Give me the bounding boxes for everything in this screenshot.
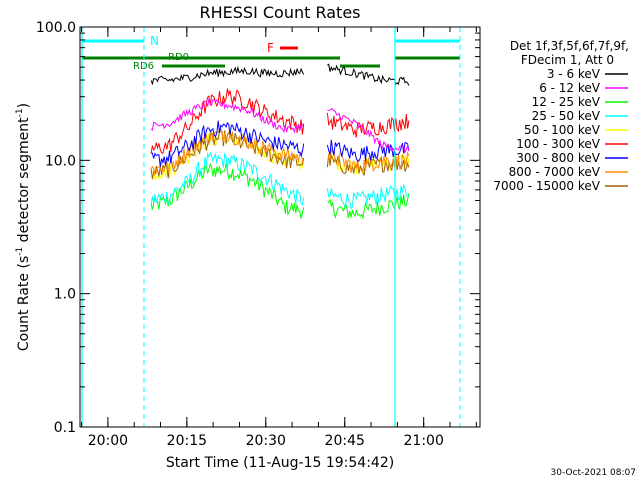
- series-line-6-12kev: [150, 98, 305, 135]
- y-label-mid: detector segment: [16, 117, 32, 247]
- y-axis-label: Count Rate (s-1 detector segment-1): [15, 103, 32, 351]
- x-tick-label: 20:15: [167, 433, 207, 449]
- x-tick-label: 20:00: [88, 433, 128, 449]
- annotation-bars: N RD6 RD0 F: [82, 34, 460, 72]
- legend-label: 25 - 50 keV: [532, 109, 601, 123]
- legend-label: 12 - 25 keV: [532, 95, 601, 109]
- series-line-800-7000kev: [150, 127, 304, 176]
- legend-label: 300 - 800 keV: [516, 151, 600, 165]
- n-marker-label: N: [150, 34, 159, 48]
- y-label-sup2: -1: [15, 108, 25, 117]
- legend-label: 6 - 12 keV: [539, 81, 601, 95]
- legend-label: 7000 - 15000 keV: [493, 179, 600, 193]
- x-tick-label: 20:30: [246, 433, 286, 449]
- series-line-300-800kev: [151, 120, 305, 167]
- legend: Det 1f,3f,5f,6f,7f,9f, FDecim 1, Att 0 3…: [493, 39, 629, 193]
- vertical-markers: [81, 27, 461, 427]
- rd0-label: RD0: [168, 52, 189, 63]
- y-tick-label: 1.0: [54, 287, 76, 303]
- series-line-100-300kev: [150, 88, 305, 155]
- legend-header-line-1: Det 1f,3f,5f,6f,7f,9f,: [510, 39, 629, 53]
- x-tick-label: 20:45: [325, 433, 365, 449]
- y-tick-label: 10.0: [45, 153, 76, 169]
- y-tick-label: 100.0: [36, 20, 76, 36]
- series-line-12-25kev: [150, 162, 305, 219]
- y-axis: 100.0 10.0 1.0 0.1: [36, 20, 480, 436]
- y-label-sup1: -1: [15, 247, 25, 256]
- y-label-main: Count Rate (s: [16, 256, 32, 351]
- chart-title: RHESSI Count Rates: [200, 3, 361, 22]
- x-axis-label: Start Time (11-Aug-15 19:54:42): [166, 455, 394, 471]
- y-label-end: ): [16, 103, 32, 108]
- series-line-3-6kev: [150, 65, 305, 86]
- legend-header-line-2: FDecim 1, Att 0: [521, 53, 614, 67]
- series-layer: [150, 63, 410, 220]
- legend-label: 100 - 300 keV: [516, 137, 600, 151]
- series-line-25-50kev: [150, 151, 305, 206]
- legend-label: 50 - 100 keV: [524, 123, 601, 137]
- flare-label: F: [267, 41, 274, 55]
- x-tick-label: 21:00: [404, 433, 444, 449]
- plot-frame: [79, 26, 481, 428]
- x-axis: 20:00 20:15 20:30 20:45 21:00: [81, 27, 477, 449]
- y-tick-label: 0.1: [54, 420, 76, 436]
- footer-date: 30-Oct-2021 08:07: [551, 468, 636, 478]
- legend-label: 3 - 6 keV: [547, 67, 601, 81]
- legend-label: 800 - 7000 keV: [509, 165, 601, 179]
- series-line-7000-15000kev: [150, 130, 305, 180]
